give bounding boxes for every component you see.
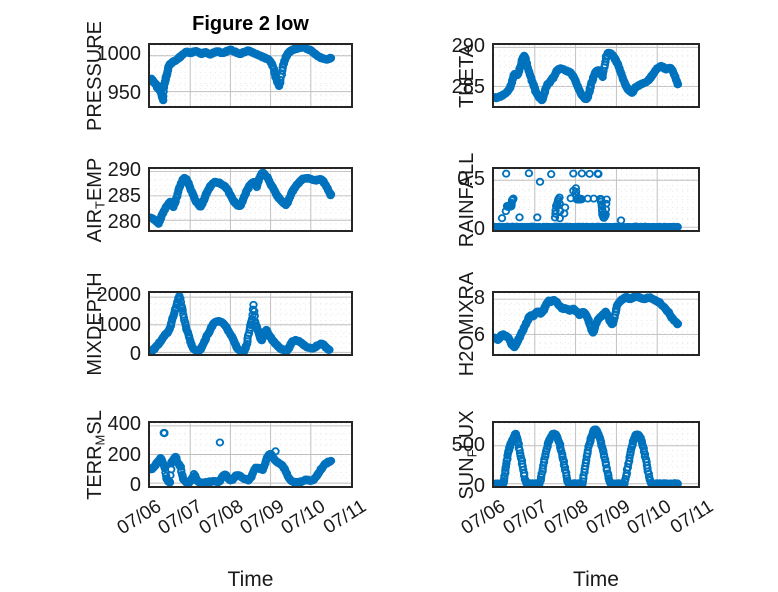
ytick-rainfall-0: 0 (473, 218, 485, 240)
axes-air_temp[interactable] (148, 167, 353, 232)
ytick-terr_msl-1: 200 (107, 443, 141, 466)
ytick-air_temp-1: 285 (107, 184, 141, 207)
data-series-rainfall (494, 169, 682, 230)
data-series-air_temp (150, 169, 336, 228)
axes-theta[interactable] (492, 43, 700, 108)
ytick-mixdepth-1: 1000 (96, 313, 142, 336)
ytick-pressure-1: 1000 (96, 43, 142, 66)
gridlines-theta (494, 45, 698, 106)
ylabel-sun_flux: SUNFLUX (456, 409, 480, 500)
figure-title: Figure 2 low (192, 13, 309, 35)
ytick-terr_msl-0: 0 (129, 473, 141, 496)
data-series-h2omixra (494, 293, 683, 352)
data-series-terr_msl (150, 428, 336, 486)
xlabel-sun_flux: Time (573, 568, 619, 591)
ytick-mixdepth-2: 2000 (96, 284, 142, 307)
ytick-air_temp-0: 280 (107, 210, 141, 233)
axes-h2omixra[interactable] (492, 291, 700, 356)
axes-sun_flux[interactable] (492, 421, 700, 488)
axes-pressure[interactable] (148, 43, 353, 108)
ytick-sun_flux-0: 0 (473, 474, 485, 497)
data-series-mixdepth (150, 293, 334, 354)
ytick-air_temp-2: 290 (107, 158, 141, 181)
ylabel-subscript: F (464, 448, 480, 457)
ytick-pressure-0: 950 (107, 81, 141, 104)
data-series-theta (494, 48, 683, 105)
ytick-rainfall-1: 0.5 (457, 168, 485, 190)
axes-terr_msl[interactable] (148, 421, 353, 488)
ytick-mixdepth-0: 0 (129, 343, 141, 366)
ytick-h2omixra-0: 6 (473, 324, 485, 347)
ytick-terr_msl-2: 400 (107, 413, 141, 436)
ytick-h2omixra-1: 8 (473, 286, 485, 309)
data-series-sun_flux (494, 425, 682, 486)
axes-mixdepth[interactable] (148, 291, 353, 356)
ytick-theta-0: 285 (451, 76, 485, 99)
axes-rainfall[interactable] (492, 167, 700, 232)
ytick-sun_flux-1: 500 (451, 434, 485, 457)
ytick-theta-1: 290 (451, 34, 485, 57)
data-series-pressure (150, 45, 336, 105)
